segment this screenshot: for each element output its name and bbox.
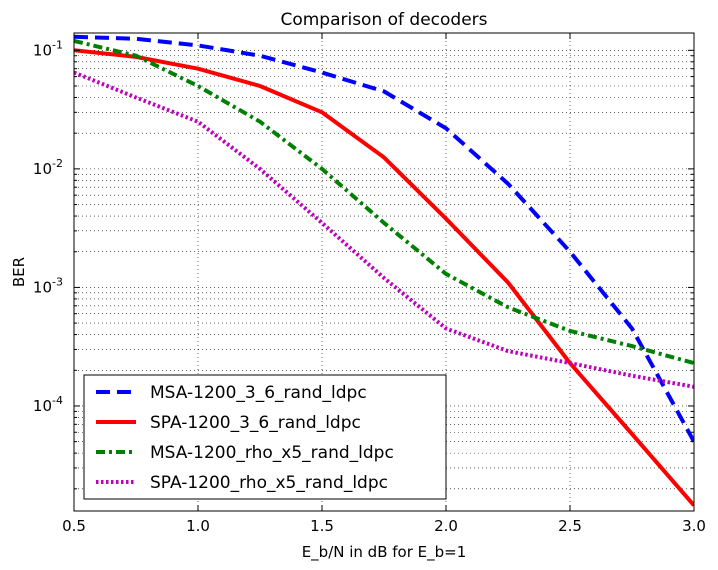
legend-label: SPA-1200_3_6_rand_ldpc: [150, 413, 361, 433]
grid-layer: [74, 33, 694, 511]
legend-label: MSA-1200_rho_x5_rand_ldpc: [150, 443, 394, 463]
y-tick-label: 10 -1: [33, 38, 63, 59]
tick-layer: 0.5 1.0 1.5 2.0 2.5 3.010-110-210-310-4: [33, 33, 706, 535]
y-tick-label: 10 -3: [33, 275, 63, 296]
x-tick-label: 1.0: [186, 517, 210, 535]
x-tick-label: 3.0: [682, 517, 706, 535]
x-tick-label: 2.0: [434, 517, 458, 535]
y-tick-exponent: -2: [52, 157, 63, 170]
series-line-2: [74, 48, 694, 507]
y-tick-base: 10: [33, 41, 52, 59]
y-tick-base: 10: [33, 160, 52, 178]
series-layer: [74, 34, 694, 507]
y-tick-label: 10 -2: [33, 157, 63, 178]
y-tick-base: 10: [33, 397, 52, 415]
x-axis-label: E_b/N in dB for E_b=1: [302, 543, 467, 562]
y-axis-label: BER: [10, 257, 28, 287]
x-tick-label: 2.5: [558, 517, 582, 535]
x-tick-label: 0.5: [62, 517, 86, 535]
series-line-1: [74, 34, 694, 443]
y-tick-exponent: -3: [52, 275, 63, 288]
y-tick-base: 10: [33, 278, 52, 296]
y-tick-label: 10 -4: [33, 394, 63, 415]
legend-label: SPA-1200_rho_x5_rand_ldpc: [150, 473, 388, 493]
legend-label: MSA-1200_3_6_rand_ldpc: [150, 383, 367, 403]
chart-title: Comparison of decoders: [280, 10, 487, 30]
plot-frame: [73, 32, 695, 512]
y-tick-exponent: -4: [52, 394, 63, 407]
legend: MSA-1200_3_6_rand_ldpc SPA-1200_3_6_rand_…: [83, 374, 447, 500]
series-line-4: [74, 70, 694, 389]
series-line-3: [74, 38, 694, 366]
legend-box: [83, 374, 447, 500]
x-tick-label: 1.5: [310, 517, 334, 535]
y-tick-exponent: -1: [52, 38, 63, 51]
